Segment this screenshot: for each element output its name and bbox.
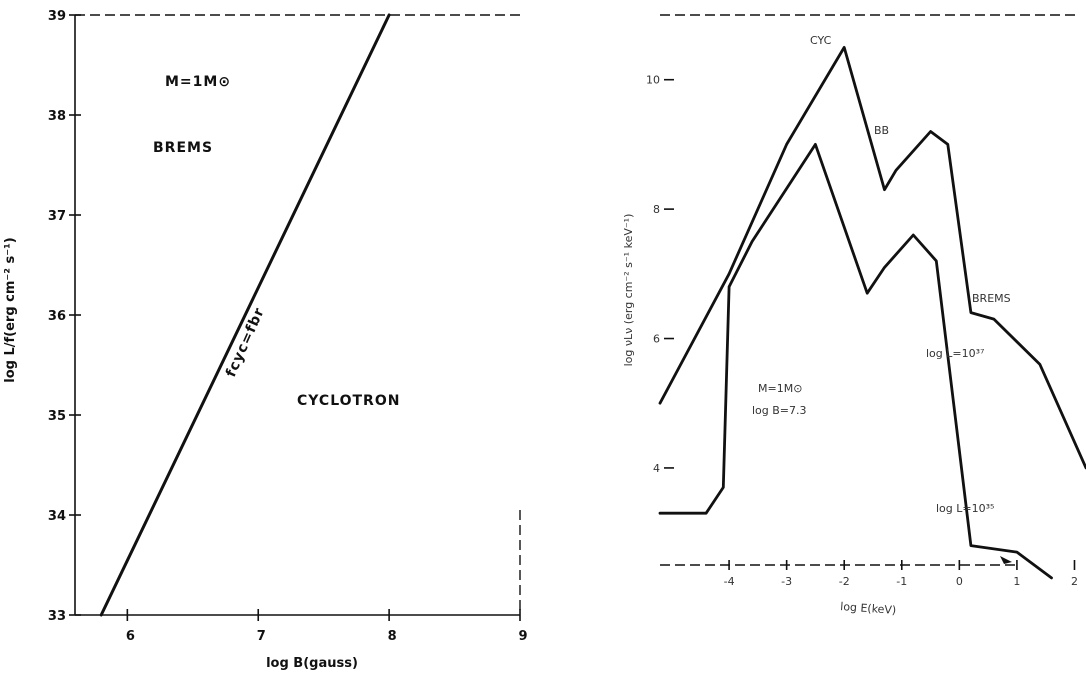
left-x-tick-label: 6 [126, 629, 135, 644]
right-bb-label: BB [874, 124, 889, 137]
right-brems-label: BREMS [972, 292, 1011, 305]
right-loglum35-label: log L=10³⁵ [936, 502, 994, 515]
left-brems-label: BREMS [153, 140, 213, 156]
right-y-tick-label: 4 [653, 462, 660, 475]
right-y-ticks: 4 6 8 10 [646, 74, 674, 475]
right-x-tick-label: 0 [956, 575, 963, 588]
left-x-axis-label: log B(gauss) [266, 656, 358, 671]
right-x-tick-label: 2 [1071, 575, 1078, 588]
left-x-tick-label: 9 [518, 629, 527, 644]
right-x-ticks: -4 -3 -2 -1 0 1 2 [724, 560, 1078, 588]
right-lower-arrowhead [1000, 556, 1012, 564]
right-x-axis-label: log E(keV) [840, 600, 897, 617]
right-x-tick-label: -1 [896, 575, 907, 588]
right-chart: 4 6 8 10 -4 -3 -2 -1 0 1 2 CYC BB BREMS log L=10³… [622, 14, 1086, 617]
left-y-ticks: 33 34 35 36 37 38 39 [48, 9, 81, 624]
left-x-tick-label: 7 [257, 629, 266, 644]
right-lower-spectrum [658, 143, 1053, 580]
right-x-tick-label: -4 [724, 575, 735, 588]
left-x-tick-label: 8 [388, 629, 397, 644]
right-y-tick-label: 6 [653, 333, 660, 346]
left-boundary-line [99, 13, 391, 617]
right-loglum37-label: log L=10³⁷ [926, 347, 984, 360]
right-upper-spectrum [658, 46, 1086, 470]
left-y-tick-label: 37 [48, 209, 66, 224]
right-mass-label: M=1M⊙ [758, 382, 802, 395]
right-x-tick-label: -2 [839, 575, 850, 588]
left-chart: 33 34 35 36 37 38 39 6 7 8 9 M=1M⊙ BREMS CYCLOTRO… [3, 9, 528, 671]
left-y-tick-label: 33 [48, 609, 66, 624]
left-y-tick-label: 38 [48, 109, 66, 124]
left-cyclotron-label: CYCLOTRON [297, 393, 400, 409]
right-cyc-label: CYC [810, 34, 832, 47]
left-y-tick-label: 39 [48, 9, 66, 24]
left-y-axis-label: log L/f(erg cm⁻² s⁻¹) [3, 237, 18, 382]
right-x-tick-label: 1 [1013, 575, 1020, 588]
right-logb-label: log B=7.3 [752, 404, 807, 417]
left-y-tick-label: 35 [48, 409, 66, 424]
left-y-tick-label: 34 [48, 509, 66, 524]
right-y-axis-label: log νLν (erg cm⁻² s⁻¹ keV⁻¹) [622, 214, 635, 367]
left-mass-label: M=1M⊙ [165, 74, 231, 90]
right-y-tick-label: 8 [653, 203, 660, 216]
left-x-ticks: 6 7 8 9 [126, 609, 528, 644]
left-y-tick-label: 36 [48, 309, 66, 324]
right-x-tick-label: -3 [781, 575, 792, 588]
right-y-tick-label: 10 [646, 74, 660, 87]
